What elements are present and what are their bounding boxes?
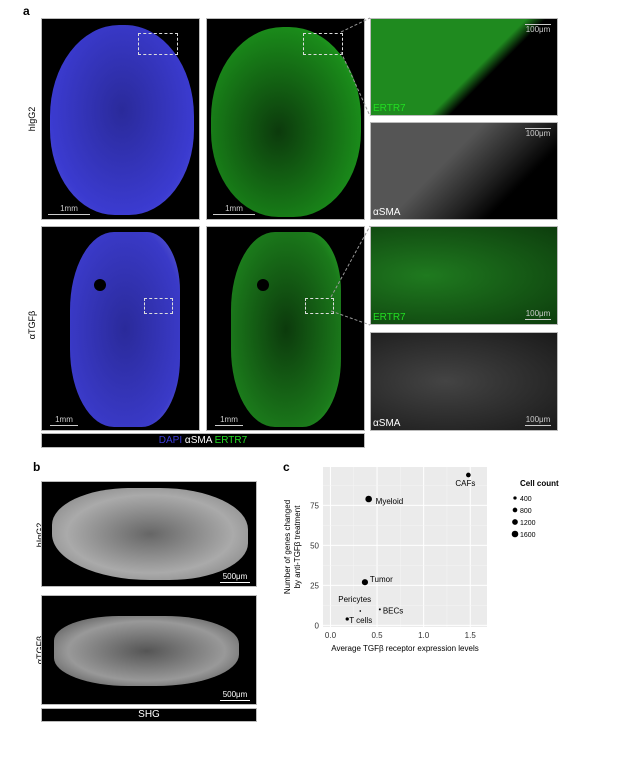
channel-legend: DAPI αSMA ERTR7 (41, 433, 365, 448)
scale-bar: 500μm (220, 572, 250, 583)
shg-legend: SHG (41, 708, 257, 722)
legend-ertr7: ERTR7 (214, 435, 248, 446)
panel-a-label: a (23, 4, 30, 18)
y-axis-label: by anti-TGFβ treatment (293, 505, 302, 589)
scale-bar: 500μm (220, 690, 250, 701)
point-label: BECs (383, 606, 403, 615)
image-atgfb-merge: 1mm (41, 226, 200, 431)
panel-b-label: b (33, 460, 41, 474)
point-label: Myeloid (376, 497, 404, 506)
y-tick-label: 25 (310, 581, 319, 590)
image-higg2-merge: 1mm (41, 18, 200, 220)
image-higg2-shg: 500μm (41, 481, 257, 587)
x-axis-label: Average TGFβ receptor expression levels (331, 644, 478, 653)
scale-bar: 100μm (525, 415, 551, 426)
x-tick-label: 1.0 (418, 631, 430, 640)
channel-label: ERTR7 (373, 312, 406, 323)
legend-size-marker (513, 496, 517, 500)
panel-c-label: c (283, 460, 290, 474)
legend-size-marker (512, 507, 518, 513)
point-label: CAFs (455, 479, 475, 488)
scale-bar: 1mm (48, 204, 90, 215)
x-tick-label: 1.5 (465, 631, 477, 640)
image-atgfb-ertr7: 1mm (206, 226, 365, 431)
legend-title: Cell count (520, 479, 559, 488)
scale-bar: 1mm (213, 204, 255, 215)
scale-bar: 100μm (525, 24, 551, 34)
y-tick-label: 0 (315, 621, 320, 630)
y-tick-label: 75 (310, 501, 319, 510)
legend-size-label: 400 (520, 496, 532, 503)
image-atgfb-asma-zoom: 100μm αSMA (370, 332, 558, 431)
scale-bar: 100μm (525, 309, 551, 320)
image-atgfb-ertr7-zoom: 100μm ERTR7 (370, 226, 558, 325)
scale-bar: 1mm (215, 415, 243, 426)
legend-size-label: 800 (520, 508, 532, 515)
zoom-region-box (138, 33, 178, 55)
legend-size-marker (511, 530, 519, 538)
image-higg2-asma-zoom: 100μm αSMA (370, 122, 558, 220)
scale-bar: 100μm (525, 128, 551, 138)
zoom-connector-lines (330, 17, 371, 326)
data-point (466, 472, 471, 478)
scale-bar: 1mm (50, 415, 78, 426)
legend-size-label: 1200 (520, 520, 536, 527)
channel-label: αSMA (373, 207, 401, 218)
image-higg2-ertr7-zoom: 100μm ERTR7 (370, 18, 558, 116)
zoom-region-box (303, 33, 343, 55)
plot-background (323, 467, 487, 627)
data-point (365, 495, 372, 503)
point-label: Pericytes (338, 595, 371, 604)
zoom-region-box (305, 298, 334, 314)
zoom-region-box (144, 298, 173, 314)
data-point (345, 617, 349, 621)
legend-size-marker (512, 519, 518, 525)
image-atgfb-shg: 500μm (41, 595, 257, 705)
scatter-chart: 0.0 0.5 1.0 1.5 0 25 50 75 Average TGFβ receptor… (283, 467, 559, 653)
channel-label: ERTR7 (373, 103, 406, 114)
legend-asma: αSMA (184, 435, 212, 446)
point-label: T cells (349, 616, 372, 625)
data-point (378, 608, 381, 611)
legend-dapi: DAPI (158, 435, 183, 446)
y-tick-label: 50 (310, 541, 319, 550)
channel-label: αSMA (373, 418, 401, 429)
data-point (361, 579, 369, 586)
legend-size-label: 1600 (520, 532, 536, 539)
point-label: Tumor (370, 575, 393, 584)
x-tick-label: 0.0 (325, 631, 337, 640)
data-point (359, 610, 362, 612)
image-higg2-ertr7: 1mm (206, 18, 365, 220)
x-tick-label: 0.5 (371, 631, 383, 640)
y-axis-label: Number of genes changed (283, 500, 292, 594)
